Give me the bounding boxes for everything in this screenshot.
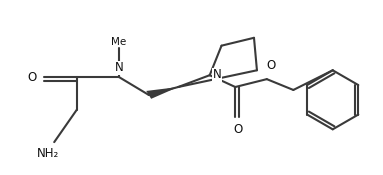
- Text: N: N: [213, 68, 221, 81]
- Text: O: O: [266, 59, 275, 72]
- Text: Me: Me: [111, 37, 126, 47]
- Text: N: N: [115, 61, 124, 74]
- Text: O: O: [234, 123, 243, 136]
- Polygon shape: [146, 87, 178, 99]
- Text: NH₂: NH₂: [37, 147, 59, 160]
- Text: O: O: [27, 71, 36, 84]
